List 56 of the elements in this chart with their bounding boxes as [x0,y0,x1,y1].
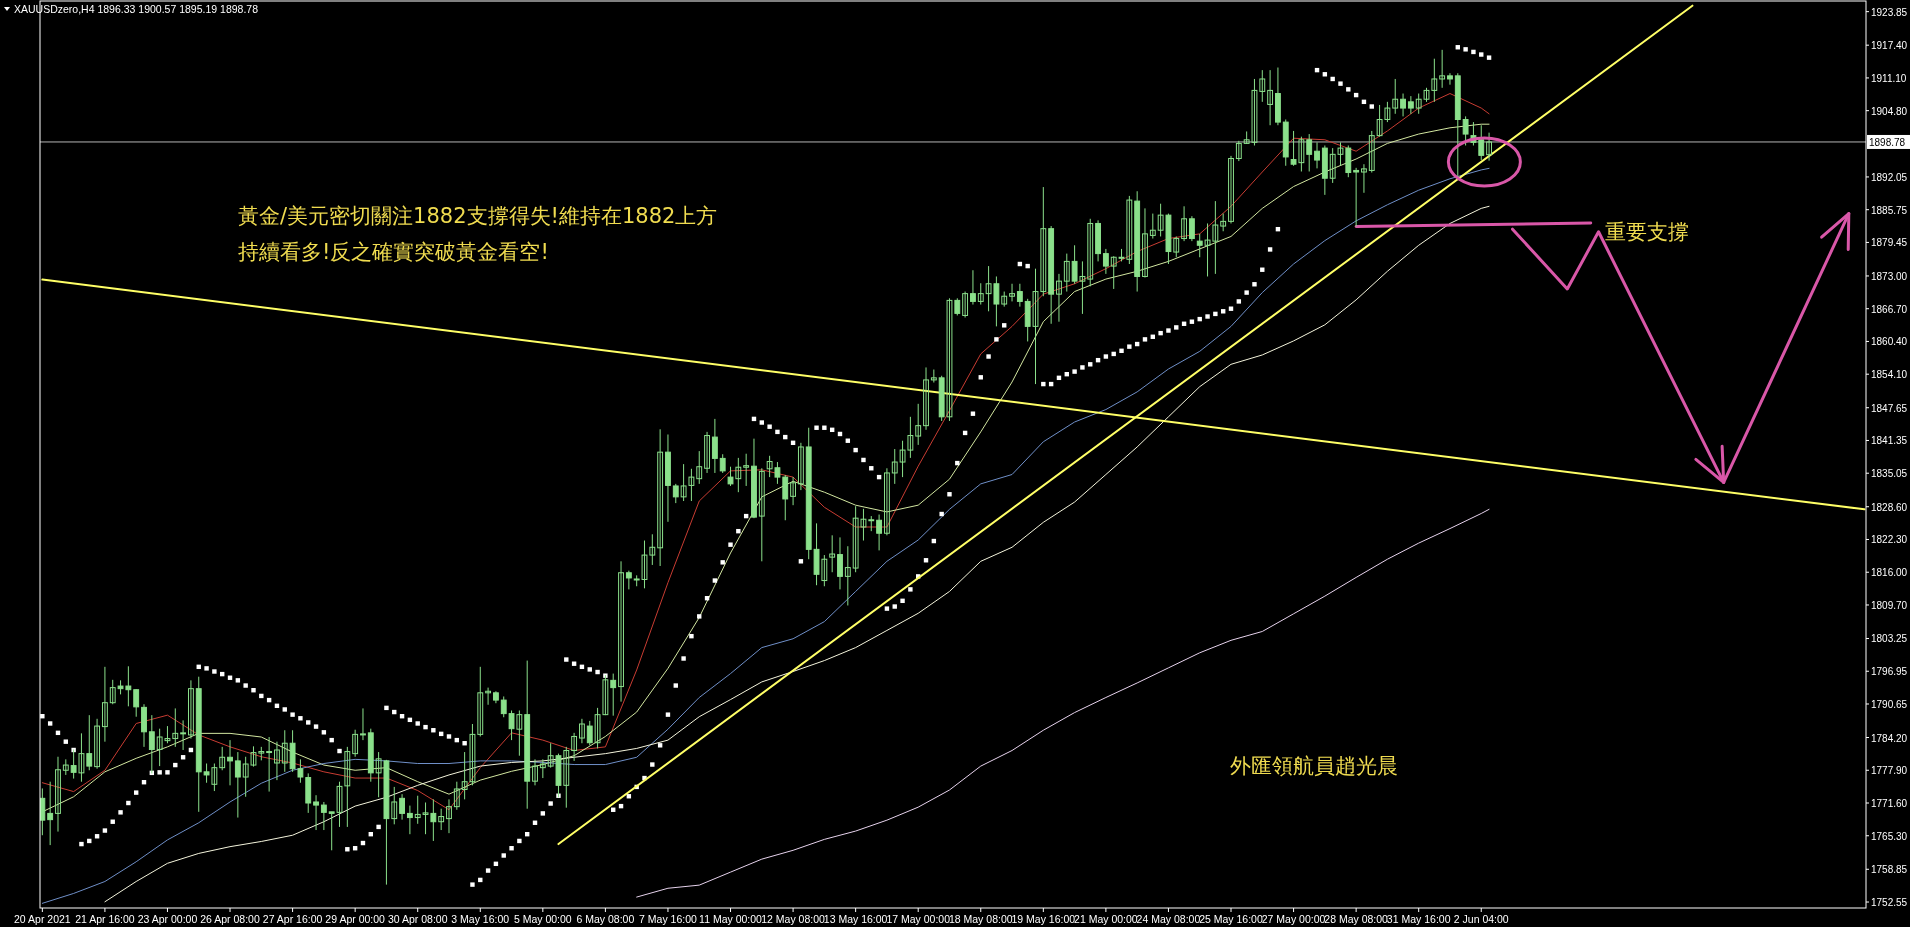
y-tick-label: 1917.40 [1871,40,1908,52]
y-tick-label: 1866.70 [1871,303,1908,315]
y-tick-label: 1752.55 [1871,897,1908,909]
y-tick-label: 1758.85 [1871,864,1908,876]
y-tick-label: 1803.25 [1871,633,1908,645]
ref-line-label: 1898.78 [1869,136,1906,148]
annotation: 重要支撐 [1605,220,1689,244]
x-tick-label: 27 May 00:00 [1261,913,1326,925]
annotation: 持續看多!反之確實突破黃金看空! [238,240,549,264]
x-tick-label: 5 May 00:00 [513,913,572,925]
y-tick-label: 1847.65 [1871,402,1908,414]
x-tick-label: 23 Apr 00:00 [137,913,198,925]
x-tick-label: 20 Apr 2021 [14,913,71,925]
y-tick-label: 1892.05 [1871,171,1908,183]
y-tick-label: 1885.75 [1871,204,1908,216]
y-tick-label: 1873.00 [1871,270,1908,282]
y-tick-label: 1816.00 [1871,567,1908,579]
x-tick-label: 19 May 16:00 [1011,913,1076,925]
y-tick-label: 1911.10 [1871,72,1907,84]
x-tick-label: 3 May 16:00 [451,913,510,925]
x-tick-label: 2 Jun 04:00 [1453,913,1509,925]
x-tick-label: 27 Apr 16:00 [262,913,323,925]
y-tick-label: 1790.65 [1871,698,1908,710]
y-tick-label: 1923.85 [1871,6,1908,18]
y-tick-label: 1809.70 [1871,599,1908,611]
x-tick-label: 13 May 16:00 [823,913,888,925]
x-tick-label: 11 May 00:00 [699,913,763,925]
y-tick-label: 1904.80 [1871,105,1908,117]
chart-title: XAUUSDzero,H4 1896.33 1900.57 1895.19 1898.78 [14,3,259,15]
y-tick-label: 1854.10 [1871,369,1908,381]
annotation: 黃金/美元密切關注1882支撐得失!維持在1882上方 [238,204,718,228]
y-tick-label: 1879.45 [1871,237,1908,249]
y-tick-label: 1777.90 [1871,765,1908,777]
x-tick-label: 21 Apr 16:00 [75,913,135,925]
y-tick-label: 1835.05 [1871,468,1908,480]
x-tick-label: 24 May 08:00 [1136,913,1201,925]
x-tick-label: 26 Apr 08:00 [200,913,260,925]
x-tick-label: 7 May 16:00 [639,913,697,925]
x-tick-label: 12 May 08:00 [761,913,826,925]
x-tick-label: 17 May 00:00 [886,913,951,925]
x-tick-label: 31 May 16:00 [1386,913,1451,925]
y-tick-label: 1796.95 [1871,666,1908,678]
y-tick-label: 1822.30 [1871,534,1908,546]
x-tick-label: 28 May 08:00 [1324,913,1389,925]
x-tick-label: 6 May 08:00 [576,913,635,925]
y-tick-label: 1828.60 [1871,501,1908,513]
y-tick-label: 1771.60 [1871,798,1908,810]
y-tick-label: 1784.20 [1871,732,1908,744]
x-tick-label: 29 Apr 00:00 [325,913,386,925]
annotation: 外匯領航員趙光晨 [1230,754,1398,778]
x-tick-label: 25 May 16:00 [1199,913,1263,925]
y-tick-label: 1765.30 [1871,830,1908,842]
y-tick-label: 1841.35 [1871,435,1908,447]
x-tick-label: 21 May 00:00 [1074,913,1138,925]
x-tick-label: 30 Apr 08:00 [387,913,448,925]
y-tick-label: 1860.40 [1871,336,1908,348]
